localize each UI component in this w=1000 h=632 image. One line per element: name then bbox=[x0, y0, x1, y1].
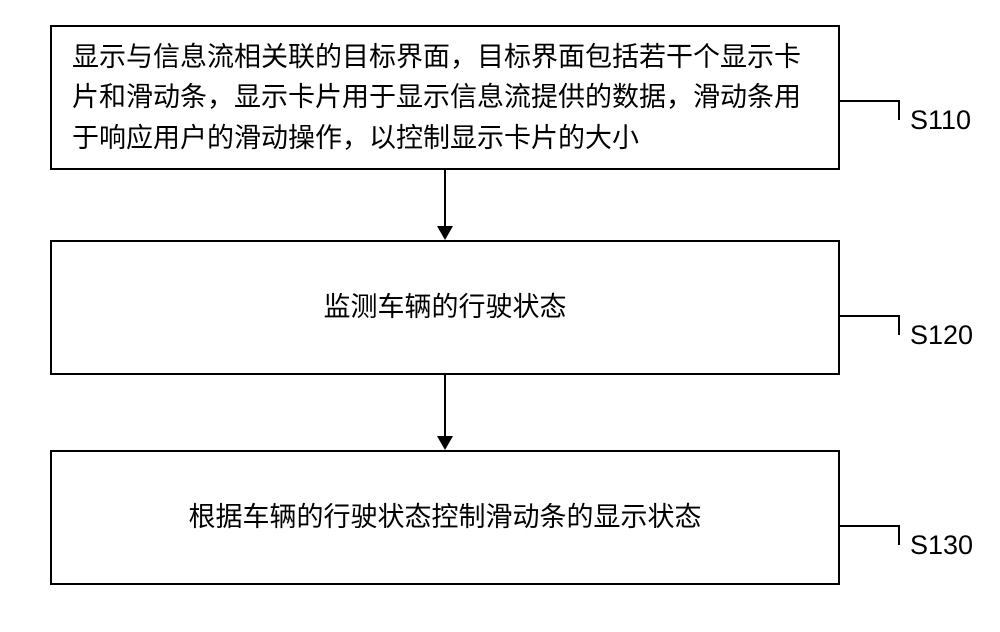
node-3-text: 根据车辆的行驶状态控制滑动条的显示状态 bbox=[189, 497, 702, 538]
flowchart-node-2: 监测车辆的行驶状态 bbox=[50, 240, 840, 375]
node-2-text: 监测车辆的行驶状态 bbox=[324, 287, 567, 328]
node-1-label-connector bbox=[840, 100, 900, 120]
edge-1-2-line bbox=[444, 170, 446, 226]
flowchart-node-3: 根据车辆的行驶状态控制滑动条的显示状态 bbox=[50, 450, 840, 585]
edge-2-3-arrow bbox=[437, 436, 453, 450]
flowchart-node-1: 显示与信息流相关联的目标界面，目标界面包括若干个显示卡片和滑动条，显示卡片用于显… bbox=[50, 25, 840, 170]
node-1-label: S110 bbox=[910, 105, 971, 136]
node-1-text: 显示与信息流相关联的目标界面，目标界面包括若干个显示卡片和滑动条，显示卡片用于显… bbox=[72, 37, 818, 159]
node-3-label-connector bbox=[840, 525, 900, 545]
flowchart-container: 显示与信息流相关联的目标界面，目标界面包括若干个显示卡片和滑动条，显示卡片用于显… bbox=[0, 0, 1000, 632]
edge-1-2-arrow bbox=[437, 226, 453, 240]
node-2-label-connector bbox=[840, 315, 900, 335]
node-2-label: S120 bbox=[910, 320, 973, 351]
edge-2-3-line bbox=[444, 375, 446, 436]
node-3-label: S130 bbox=[910, 530, 973, 561]
